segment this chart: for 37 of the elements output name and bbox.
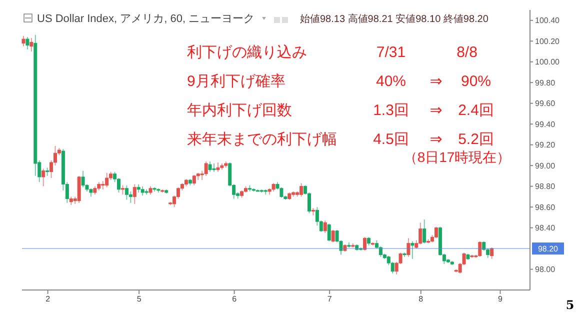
annotation: 来年末までの利下げ幅 [187,131,337,148]
y-tick-label: 98.40 [535,224,556,233]
y-tick-label: 98.80 [535,182,556,192]
annotation: 7/31 [376,44,406,61]
annotation: 4.5回 [373,131,409,148]
annotation: （8日17時現在） [403,149,511,165]
annotation: 8/8 [456,44,478,61]
annotation: 40% [376,73,406,90]
y-tick-label: 99.60 [535,99,556,108]
y-tick-label: 99.80 [535,78,556,88]
y-tick-label: 98.00 [535,265,556,274]
y-tick-label: 100.20 [535,36,560,46]
annotation: 9月利下げ確率 [187,73,286,90]
y-tick-label: 100.40 [535,16,560,26]
x-tick-label: 2 [46,294,51,304]
ref-line-label: 98.20 [538,244,559,254]
x-tick-label: 6 [232,294,238,304]
chart-subtitle: 始値98.13 高値98.21 安値98.10 終値98.20 [300,13,489,25]
annotation: ⇒ [430,102,442,119]
annotation: 2.4回 [458,102,494,119]
y-tick-label: 99.40 [535,120,556,129]
x-tick-label: 9 [498,294,504,304]
annotation: 年内利下げ回数 [187,102,292,119]
y-tick-label: 98.60 [535,202,556,212]
y-tick-label: 99.00 [535,161,556,170]
x-tick-label: 5 [136,294,142,304]
annotation: 1.3回 [373,102,409,119]
annotation: 5.2回 [458,131,494,148]
annotation: ⇒ [430,73,442,90]
x-tick-label: 7 [327,294,332,304]
annotation: ⇒ [430,131,442,148]
chart-title: US Dollar Index, アメリカ, 60, ニューヨーク [37,13,255,25]
annotation: 利下げの織り込み [187,44,307,61]
y-tick-label: 99.20 [535,140,556,150]
annotation: 90% [460,73,492,90]
x-tick-label: 8 [418,294,424,304]
y-tick-label: 100.00 [535,58,560,67]
